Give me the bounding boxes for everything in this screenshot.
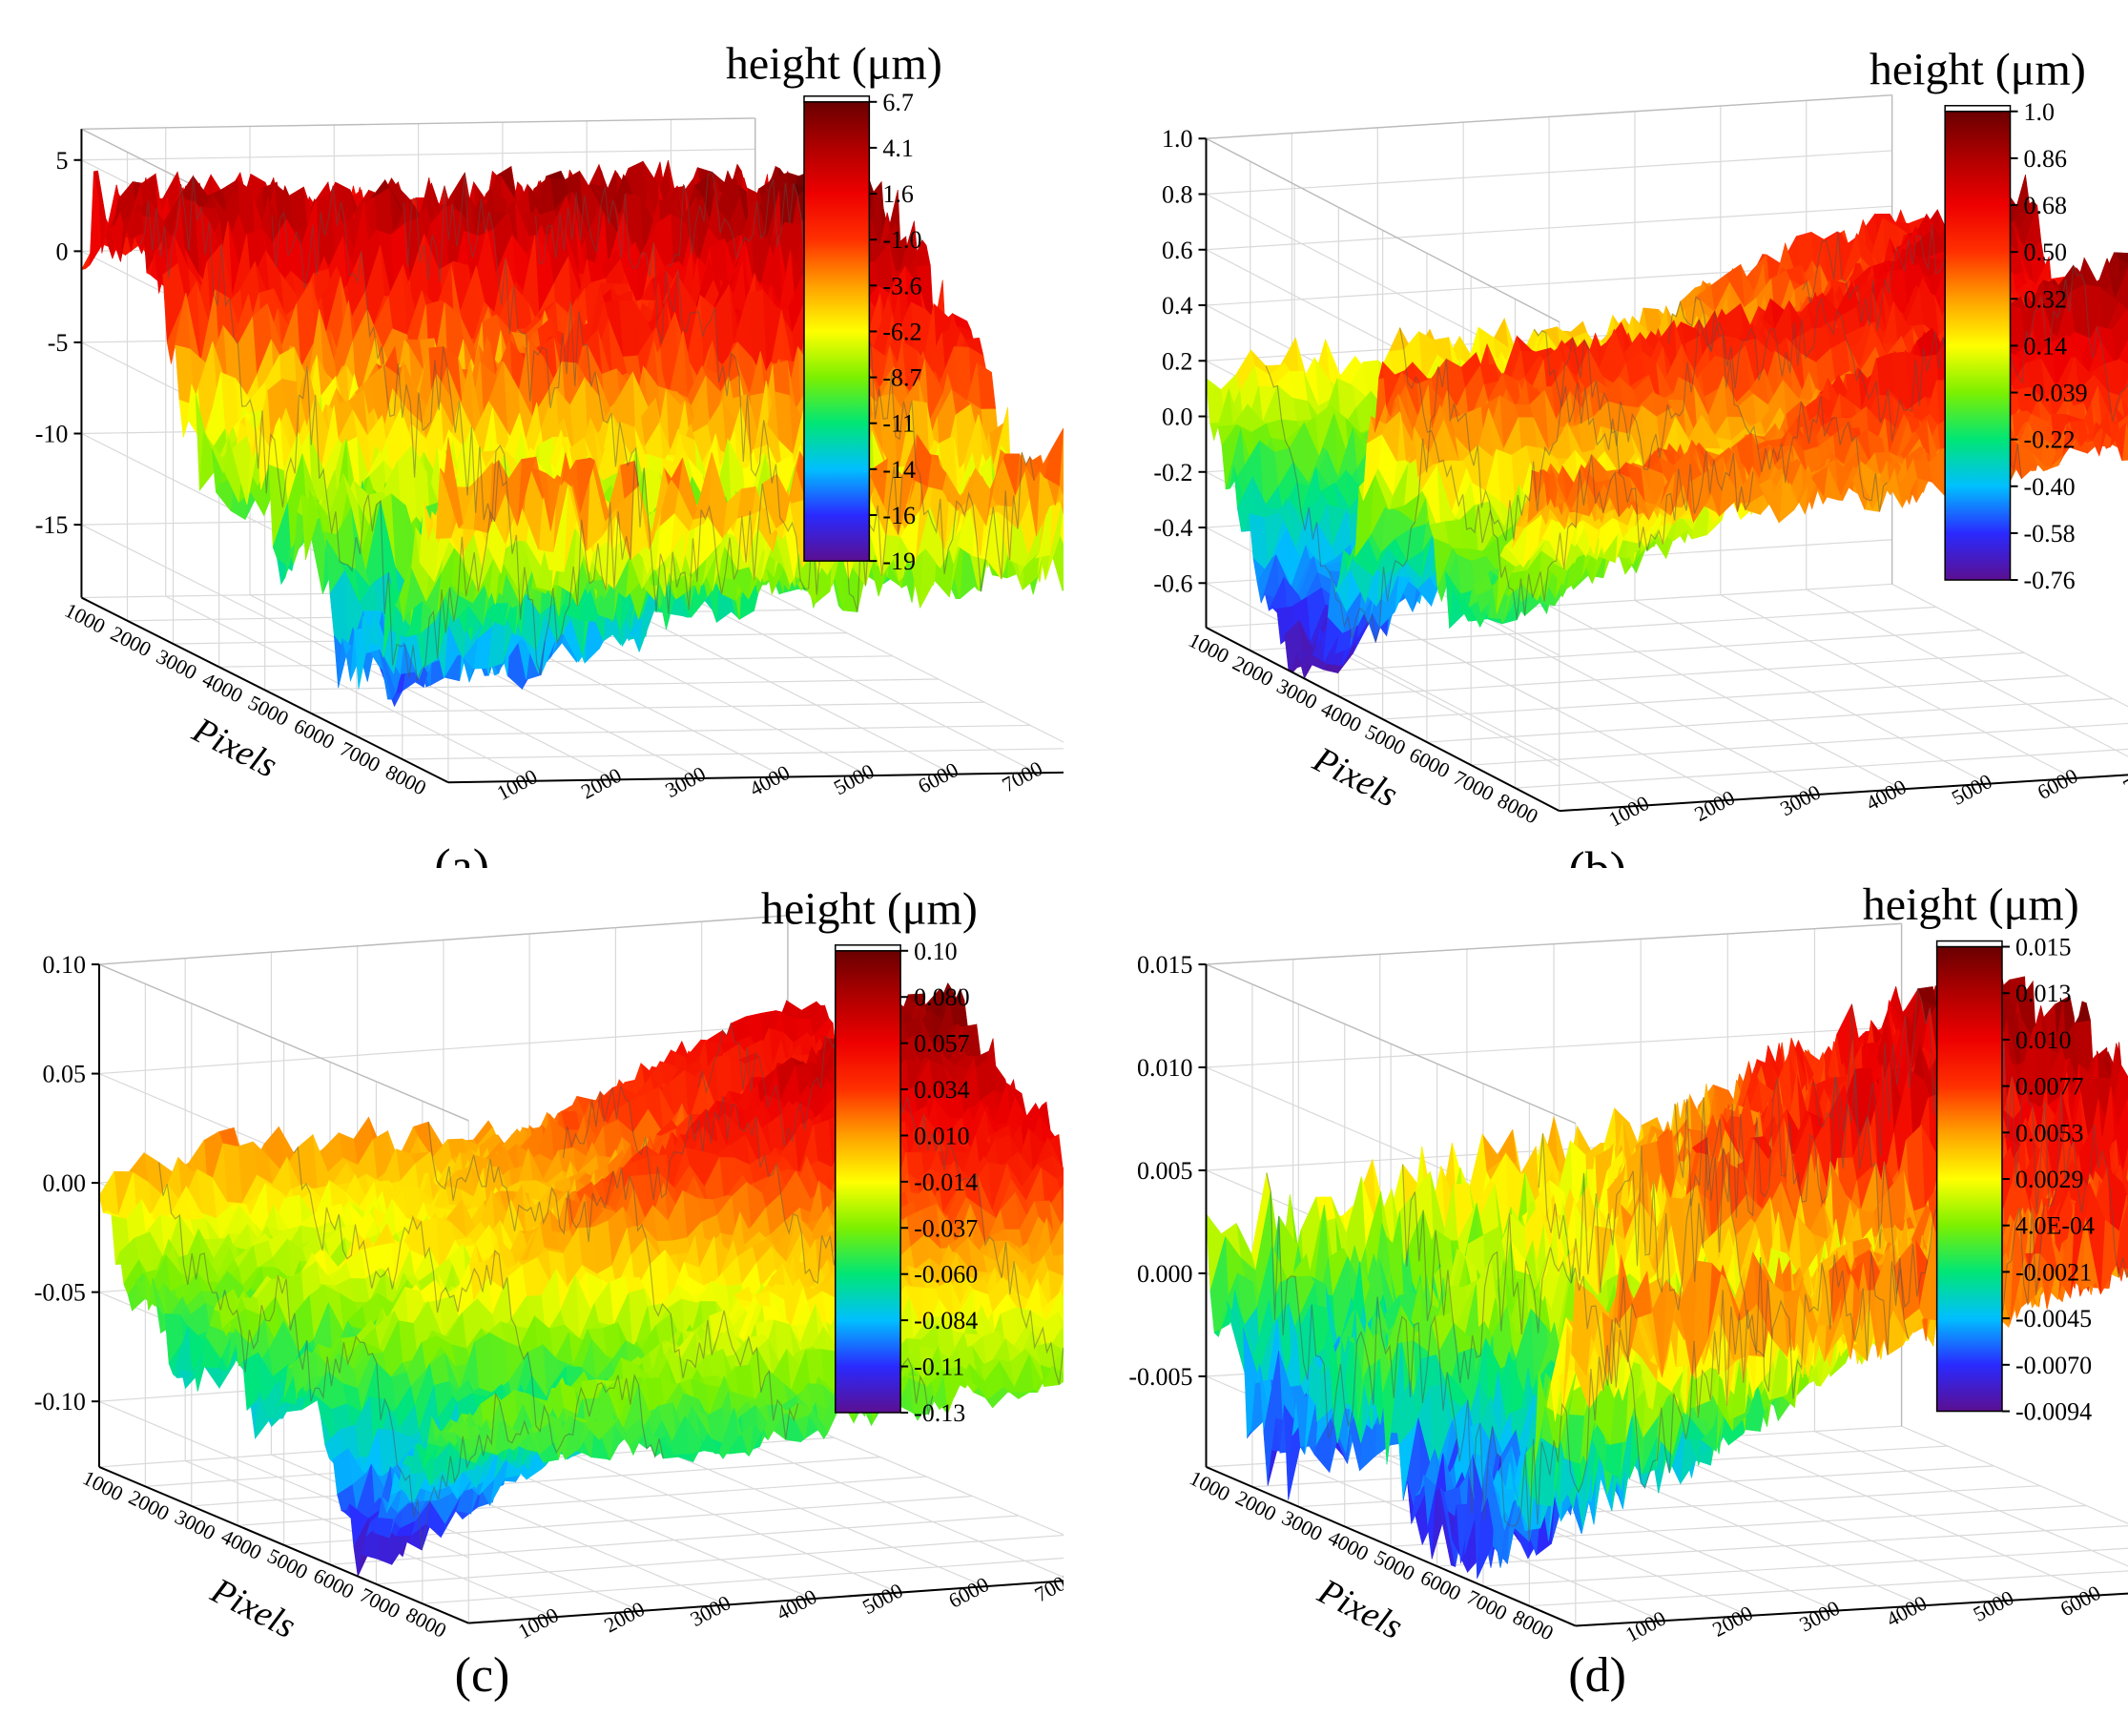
z-tick-label: 5: [55, 147, 68, 175]
wall-grid-line: [1206, 150, 1892, 196]
x-tick-label: 8000: [382, 759, 430, 799]
floor-grid-line: [1548, 605, 1903, 790]
colorbar-tick-label: -14: [882, 456, 916, 484]
x-tick-label: 2000: [107, 621, 155, 661]
colorbar-tick-label: -16: [882, 502, 916, 529]
contour-line: [403, 173, 772, 614]
colorbar-title: height (μm): [726, 39, 942, 90]
colorbar-tick-label: -8.7: [882, 364, 921, 392]
y-tick-label: 7000: [998, 756, 1046, 797]
floor-grid-line: [1471, 722, 2128, 766]
wall-grid-line: [1206, 582, 1560, 768]
wall-frame: [81, 117, 755, 130]
colorbar-tick-label: -11: [882, 410, 915, 438]
x-tick-label: 6000: [290, 713, 339, 754]
chart-panel-a: 5 0 -5 -10 -15 1000 2000 3000 4000 5000 6000 7000 80…: [0, 0, 1064, 868]
colorbar-tick-label: -1.0: [882, 226, 921, 254]
floor-grid-line: [356, 724, 1031, 737]
wall-frame: [1206, 93, 1892, 139]
surface: [1206, 160, 2128, 680]
surface: [80, 160, 1064, 708]
y-tick-label: 5000: [830, 759, 878, 800]
z-tick-label: -15: [35, 511, 69, 539]
panel-label: (a): [434, 840, 489, 868]
floor-grid-line: [1634, 599, 1989, 785]
colorbar: [803, 101, 871, 562]
colorbar-tick-label: 4.1: [882, 134, 914, 162]
colorbar-tick-label: 6.7: [882, 89, 914, 116]
y-tick-label: 4000: [746, 760, 795, 801]
z-tick-label: -10: [35, 421, 69, 448]
floor-grid-line: [402, 748, 1064, 760]
surface-plot-b: 1.00.80.60.40.20.0-0.2-0.4-0.61000200030…: [1153, 44, 2128, 868]
floor-grid-line: [1426, 697, 2114, 743]
y-tick-label: 6000: [914, 757, 962, 798]
colorbar-tick-label: -19: [882, 548, 916, 575]
surface-plot-a: 50-5-10-15100020003000400050006000700080…: [35, 39, 1064, 868]
y-tick-label: 2000: [577, 763, 626, 804]
floor-grid-line: [671, 588, 1039, 774]
x-tick-label: 1000: [61, 598, 110, 638]
colorbar-tick-label: 1.6: [882, 180, 914, 208]
colorbar-tick-label: -3.6: [882, 272, 921, 300]
x-tick-label: 4000: [198, 667, 247, 707]
contour-line: [271, 186, 640, 675]
x-axis-line: [80, 596, 449, 784]
floor-grid-line: [1720, 594, 2075, 779]
z-tick-label: 0: [55, 238, 68, 265]
floor-grid-line: [1891, 583, 2128, 708]
x-tick-label: 3000: [153, 644, 201, 684]
colorbar-tick-label: -6.2: [882, 318, 921, 345]
floor-grid-line: [310, 701, 985, 714]
floor-grid-line: [1515, 748, 2128, 789]
x-tick-label: 7000: [336, 736, 384, 776]
contour-line: [139, 176, 507, 681]
wall-grid-line: [1206, 205, 1892, 251]
z-tick-label: -5: [48, 329, 69, 357]
x-tick-label: 5000: [244, 691, 293, 731]
wall-grid-line: [81, 148, 755, 161]
y-axis-line: [447, 771, 1064, 784]
floor-grid-line: [1806, 589, 2128, 757]
y-tick-label: 3000: [661, 761, 710, 802]
floor-grid-line: [754, 586, 1064, 743]
surface-facet: [444, 437, 464, 529]
wall-frame: [1206, 137, 1560, 323]
y-tick-label: 1000: [493, 764, 542, 805]
chart-panel-b: 1.0 0.8 0.6 0.4 0.2 0.0 -0.2 -0.4 -0.6 1000 2000 30…: [1064, 0, 2128, 868]
colorbar-cap: [803, 95, 871, 103]
